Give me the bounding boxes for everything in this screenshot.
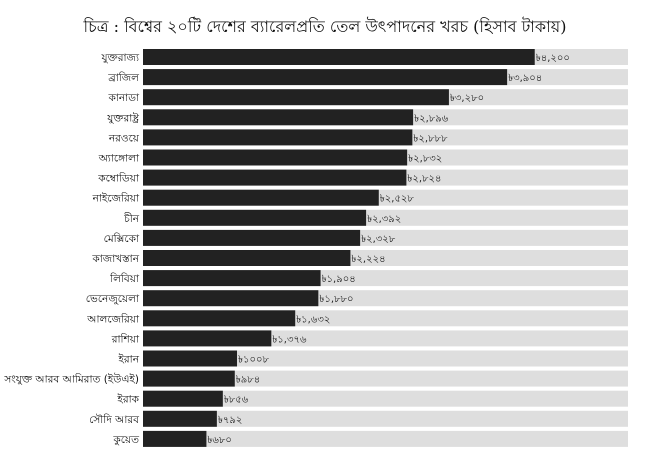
value-label: ৳২,৮৯৬ [414,113,449,124]
category-label: কম্বোডিয়া [97,172,140,185]
category-label: যুক্তরাজ্য [100,52,139,64]
bar [143,229,361,246]
value-label: ৳২,৮২৪ [407,174,441,185]
value-label: ৳৩,২৮০ [450,93,484,104]
bar [143,69,508,86]
category-label: নরওয়ে [108,132,140,144]
category-label: লিবিয়া [109,272,140,285]
bar-track [143,390,628,407]
value-label: ৳১,৯০৪ [322,274,356,285]
category-label: যুক্তরাষ্ট্র [106,111,140,124]
bar [143,390,223,407]
category-label: অ্যাঙ্গোলা [98,153,140,165]
category-label: ভেনেজুয়েলা [86,293,140,305]
category-label: সংযুক্ত আরব আমিরাত (ইউএই) [3,373,139,386]
category-label: কুয়েত [112,434,140,446]
category-label: মেক্সিকো [104,232,140,245]
bar-track [143,410,628,427]
bar [143,330,272,347]
bar [143,370,235,387]
value-label: ৳২,৮৮৮ [413,133,448,144]
category-label: সৌদি আরব [89,413,140,426]
bar [143,169,407,186]
bar [143,430,207,447]
category-label: কানাডা [108,92,140,104]
category-label: আলজেরিয়া [86,312,140,325]
value-label: ৳২,৩২৮ [361,234,396,245]
bar [143,270,321,287]
bar [143,129,413,146]
category-label: নাইজেরিয়া [92,192,140,205]
value-label: ৳২,৫২৮ [380,194,415,205]
value-label: ৳১০০৮ [238,355,269,366]
value-label: ৳৯৮৪ [236,375,260,386]
category-label: ব্রাজিল [107,71,140,84]
value-label: ৳৬৮০ [207,435,231,446]
category-label: ইরান [117,353,139,366]
value-label: ৳৩,৯০৪ [508,73,542,84]
value-label: ৳৮৫৬ [224,395,249,406]
bar-track [143,350,628,367]
bar-track [143,430,628,447]
bar [143,310,296,327]
bar [143,290,319,307]
bar [143,49,535,65]
bar [143,189,379,206]
value-label: ৳৭৯২ [218,415,242,426]
bar [143,350,238,367]
category-label: রাশিয়া [111,332,140,345]
bar [143,89,449,106]
value-label: ৳১,৩৭৬ [272,334,307,345]
value-label: ৳২,৮৩২ [408,154,442,165]
category-label: কাজাখস্তান [91,253,139,265]
bar [143,149,408,166]
bar [143,109,414,126]
value-label: ৳৪,২০০ [536,53,570,64]
bar-track [143,370,628,387]
bar [143,250,351,266]
category-label: চীন [123,212,140,225]
bar [143,410,217,427]
bar [143,209,367,226]
category-label: ইরাক [116,393,139,406]
value-label: ৳১,৬৩২ [296,314,330,325]
value-label: ৳২,২২৪ [351,254,385,265]
value-label: ৳১,৮৮০ [319,294,353,305]
chart-title: চিত্র : বিশ্বের ২০টি দেশের ব্যারেলপ্রতি … [83,17,567,36]
value-label: ৳২,৩৯২ [367,214,401,225]
